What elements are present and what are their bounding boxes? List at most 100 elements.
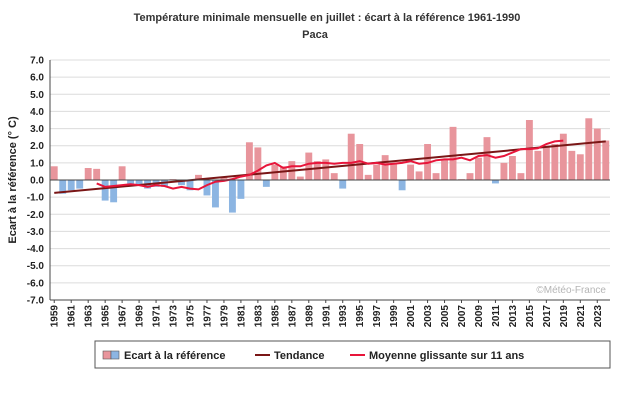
y-tick-label: -1.0 <box>27 193 45 204</box>
y-tick-label: -4.0 <box>27 244 45 255</box>
x-tick-label: 1967 <box>118 305 129 328</box>
x-tick-label: 2017 <box>542 305 553 328</box>
bar-2016 <box>534 150 542 180</box>
bar-2018 <box>551 144 559 180</box>
x-tick-label: 1995 <box>355 305 366 328</box>
x-tick-label: 1971 <box>152 305 163 328</box>
x-tick-label: 1973 <box>169 305 180 328</box>
y-tick-label: -6.0 <box>27 278 45 289</box>
bar-1979 <box>220 176 228 180</box>
trend-line <box>54 140 606 194</box>
x-tick-label: 2009 <box>474 305 485 328</box>
bar-2012 <box>500 162 508 180</box>
bar-1998 <box>381 155 389 180</box>
bar-1967 <box>118 166 126 180</box>
bar-2009 <box>475 157 482 180</box>
moving-average-line <box>96 139 564 191</box>
x-tick-label: 1981 <box>236 305 247 328</box>
y-tick-label: 5.0 <box>30 90 44 101</box>
bar-2011 <box>492 180 499 184</box>
bar-1960 <box>59 180 67 194</box>
legend: Ecart à la référence Tendance Moyenne gl… <box>94 340 611 369</box>
axes <box>49 60 610 301</box>
x-tick-label: 1979 <box>219 305 230 328</box>
x-tick-label: 2013 <box>508 305 519 328</box>
bar-1989 <box>305 152 313 180</box>
bar-2019 <box>559 133 567 180</box>
bar-2014 <box>517 173 525 180</box>
bar-1975 <box>186 180 194 191</box>
bar-1963 <box>84 168 92 180</box>
bar-1977 <box>203 180 211 196</box>
bar-1999 <box>390 162 398 180</box>
x-tick-label: 1983 <box>253 305 264 328</box>
y-tick-label: 0.0 <box>30 176 44 187</box>
bar-1966 <box>110 180 118 203</box>
chart-title: Température minimale mensuelle en juille… <box>134 12 521 24</box>
bar-2013 <box>508 156 516 180</box>
bar-2008 <box>466 173 474 180</box>
bar-1964 <box>93 168 101 180</box>
bar-2005 <box>441 159 448 180</box>
x-tick-label: 2005 <box>440 305 451 328</box>
y-tick-labels: 7.0 6.0 5.0 4.0 3.0 2.0 1.0 0.0 -1.0 -2.0 -3.0 -4.0… <box>27 56 45 307</box>
x-tick-label: 2011 <box>491 305 502 327</box>
legend-label-bars: Ecart à la référence <box>124 350 226 362</box>
x-tick-labels: 1959 1961 1963 1965 1967 1969 1971 1973 1975 1977… <box>50 300 604 327</box>
bar-2017 <box>542 145 550 180</box>
y-tick-label: -7.0 <box>27 296 45 307</box>
x-tick-label: 1965 <box>101 305 112 328</box>
x-tick-label: 2021 <box>576 305 587 328</box>
x-tick-label: 1975 <box>186 305 197 328</box>
bar-1988 <box>296 176 304 180</box>
y-tick-label: 6.0 <box>30 73 44 84</box>
bars <box>50 118 610 213</box>
y-tick-label: 1.0 <box>30 158 44 169</box>
x-tick-label: 1999 <box>389 305 400 328</box>
bar-1965 <box>101 180 109 201</box>
y-axis-label: Ecart à la référence (° C) <box>7 116 19 244</box>
bar-1992 <box>330 173 338 180</box>
x-tick-label: 1963 <box>84 305 95 328</box>
bar-2006 <box>449 126 457 180</box>
bar-2021 <box>576 154 584 180</box>
y-tick-label: -5.0 <box>27 261 45 272</box>
bar-2024 <box>602 140 610 180</box>
bar-1982 <box>245 142 253 180</box>
bar-2010 <box>483 137 491 180</box>
x-tick-label: 1977 <box>202 305 213 328</box>
legend-label-moving-average: Moyenne glissante sur 11 ans <box>369 350 524 362</box>
x-tick-label: 2023 <box>593 305 604 328</box>
bar-2002 <box>415 171 423 180</box>
y-tick-label: -3.0 <box>27 227 45 238</box>
x-tick-label: 2007 <box>457 305 468 328</box>
bar-1993 <box>339 180 347 189</box>
x-tick-label: 1987 <box>287 305 298 328</box>
legend-swatch-negative <box>110 350 120 360</box>
x-tick-label: 1961 <box>67 305 78 328</box>
bar-1961 <box>67 180 75 191</box>
legend-label-trend: Tendance <box>274 350 325 362</box>
gridlines <box>50 59 610 301</box>
bar-1974 <box>178 180 185 186</box>
x-tick-label: 1969 <box>135 305 146 328</box>
bar-1969 <box>135 180 143 186</box>
bar-1976 <box>195 174 202 180</box>
bar-1997 <box>373 164 381 180</box>
bar-1981 <box>237 180 245 199</box>
x-tick-label: 1959 <box>50 305 61 328</box>
bar-1996 <box>364 174 372 180</box>
y-tick-label: 4.0 <box>30 107 44 118</box>
bar-1991 <box>322 159 330 180</box>
bar-2004 <box>432 173 440 180</box>
x-tick-label: 1993 <box>338 305 349 328</box>
x-tick-label: 1985 <box>270 305 281 328</box>
bar-1994 <box>347 133 355 180</box>
credit-text: ©Météo-France <box>536 285 606 296</box>
bar-1984 <box>262 180 270 187</box>
y-tick-label: -2.0 <box>27 210 45 221</box>
bar-1983 <box>254 147 262 180</box>
chart-subtitle: Paca <box>302 29 329 41</box>
x-tick-label: 1997 <box>372 305 383 328</box>
